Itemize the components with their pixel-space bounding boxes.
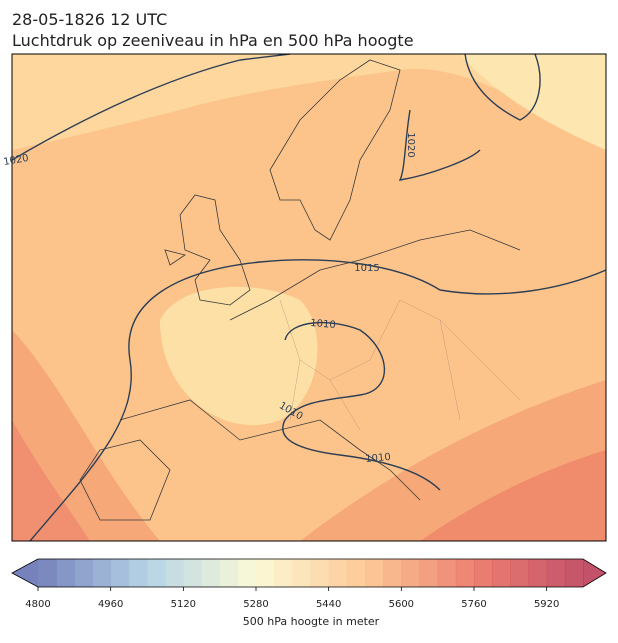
colorbar-cell xyxy=(56,559,75,587)
field-light xyxy=(12,54,606,150)
colorbar-cell xyxy=(292,559,311,587)
colorbar-cell xyxy=(128,559,148,587)
isobar-label: 1020 xyxy=(405,132,416,157)
colorbar-cell xyxy=(237,559,257,587)
colorbar-cell xyxy=(383,559,402,587)
isobar xyxy=(464,54,541,121)
colorbar-cell xyxy=(310,559,330,587)
isobar-label: 1015 xyxy=(354,263,379,274)
isobar xyxy=(29,259,606,541)
colorbar-cell xyxy=(201,559,221,587)
colorbar-label: 500 hPa hoogte in meter xyxy=(243,615,380,628)
isobar xyxy=(282,321,441,491)
colorbar-cell xyxy=(74,559,93,587)
colorbar-tick-label: 5920 xyxy=(534,599,559,610)
subtitle: Luchtdruk op zeeniveau in hPa en 500 hPa… xyxy=(12,31,414,50)
field-darker-west xyxy=(12,420,90,541)
colorbar-cell xyxy=(455,559,475,587)
colorbar-tick-label: 5600 xyxy=(389,599,414,610)
colorbar-extend-high xyxy=(583,559,606,587)
coastline-continent xyxy=(79,229,521,521)
colorbar-cell xyxy=(92,559,112,587)
coastline-uk xyxy=(164,194,251,306)
colorbar-cell xyxy=(564,559,584,587)
isobar-label: 1010 xyxy=(365,452,391,465)
colorbar-outline xyxy=(11,558,607,588)
colorbar-cell xyxy=(165,559,184,587)
colorbar-tick-label: 4800 xyxy=(25,599,50,610)
title: 28-05-1826 12 UTC xyxy=(12,10,167,29)
isobar xyxy=(398,109,481,181)
colorbar-cell xyxy=(38,559,57,587)
colorbar-cell xyxy=(256,559,275,587)
colorbar-cell xyxy=(365,559,384,587)
isobar-label: 1010 xyxy=(310,318,336,331)
colorbar-cell xyxy=(437,559,457,587)
field-light-france xyxy=(160,286,318,426)
colorbar-tick-label: 5440 xyxy=(316,599,341,610)
colorbar-cell xyxy=(510,559,529,587)
colorbar-cell xyxy=(474,559,493,587)
country-borders xyxy=(279,299,521,431)
map xyxy=(12,54,606,541)
colorbar-tick-label: 5760 xyxy=(461,599,486,610)
colorbar-cell xyxy=(401,559,420,587)
colorbar-cell xyxy=(183,559,202,587)
coastline-scandinavia xyxy=(269,59,401,241)
colorbar-extend-low xyxy=(12,559,38,587)
colorbar-cell xyxy=(219,559,239,587)
colorbar-cell xyxy=(546,559,566,587)
colorbar-cell xyxy=(346,559,366,587)
colorbar-tick-label: 4960 xyxy=(98,599,123,610)
field-darker-south xyxy=(420,450,606,541)
colorbar-cell xyxy=(274,559,293,587)
isobar-label: 1020 xyxy=(3,153,30,168)
colorbar-tick-label: 5280 xyxy=(243,599,268,610)
colorbar-cell xyxy=(528,559,548,587)
colorbar-cell xyxy=(110,559,130,587)
isobar xyxy=(12,54,291,161)
colorbar-cell xyxy=(492,559,511,587)
field-lighter xyxy=(460,54,606,150)
colorbar-cell xyxy=(147,559,166,587)
colorbar-cell xyxy=(328,559,348,587)
map-frame xyxy=(11,53,607,542)
colorbar-cell xyxy=(419,559,439,587)
colorbar-tick-label: 5120 xyxy=(171,599,196,610)
